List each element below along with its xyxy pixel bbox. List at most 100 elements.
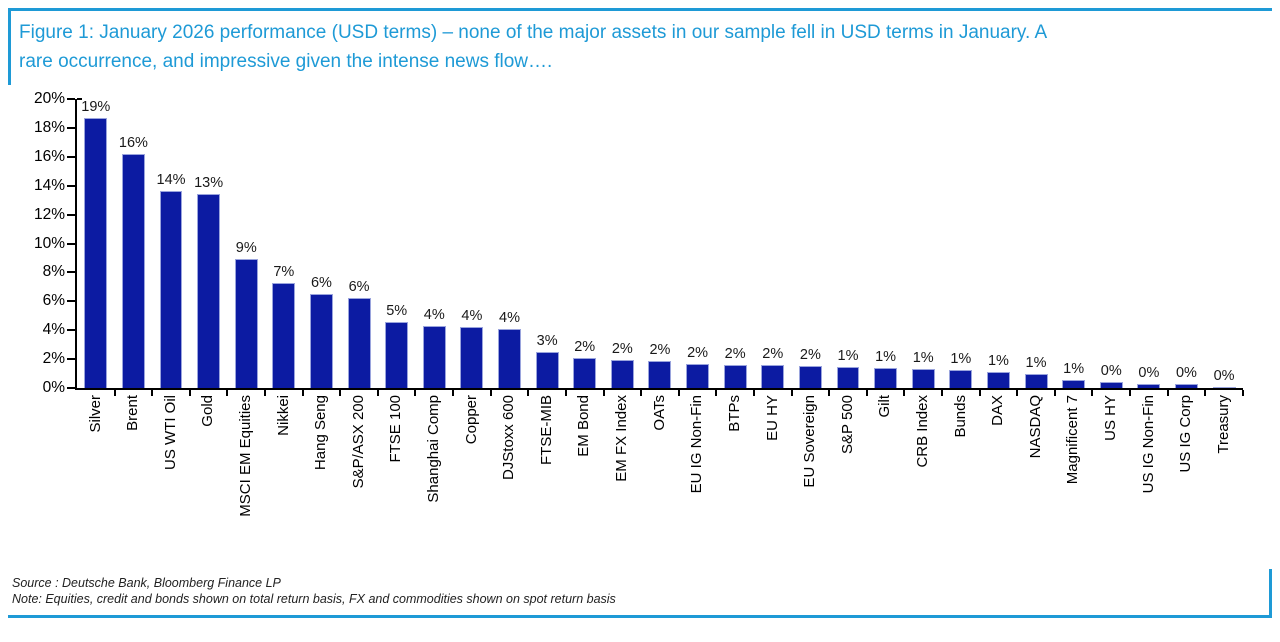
bar-value-label: 0% bbox=[1138, 364, 1160, 381]
bar-value-label: 1% bbox=[1063, 361, 1085, 378]
category-label-cell: EM FX Index bbox=[604, 395, 642, 563]
bar-slot: 2% bbox=[716, 99, 755, 396]
bar-value-label: 2% bbox=[611, 340, 633, 357]
x-axis-tick bbox=[188, 390, 191, 396]
bar-slot: 6% bbox=[303, 99, 342, 396]
bar bbox=[573, 357, 597, 388]
x-axis-tick bbox=[677, 390, 680, 396]
bar-value-label: 6% bbox=[348, 279, 370, 296]
category-label-cell: FTSE-MIB bbox=[528, 395, 566, 563]
category-label: Nikkei bbox=[274, 395, 292, 436]
note-text: Note: Equities, credit and bonds shown o… bbox=[12, 592, 616, 606]
bar-value-label: 6% bbox=[310, 275, 332, 292]
category-label-cell: DAX bbox=[980, 395, 1018, 563]
category-label: EM FX Index bbox=[613, 395, 631, 482]
category-label-cell: Brent bbox=[115, 395, 153, 563]
y-axis-label: 2% bbox=[42, 350, 65, 368]
bar-value-label: 4% bbox=[499, 309, 520, 326]
x-axis-tick bbox=[1204, 390, 1207, 396]
bar-slot: 2% bbox=[679, 99, 718, 396]
x-axis-labels: Silver Brent US WTI Oil Gold MSCI EM Equitie… bbox=[75, 395, 1243, 563]
bar-slot: 1% bbox=[867, 99, 906, 396]
category-label: Brent bbox=[124, 395, 142, 431]
y-axis-tick bbox=[67, 387, 75, 389]
bar-slot: 7% bbox=[265, 99, 304, 396]
y-axis-tick bbox=[67, 155, 75, 158]
bar-slot: 1% bbox=[980, 99, 1019, 396]
category-label: FTSE-MIB bbox=[537, 395, 555, 465]
category-label: S&P 500 bbox=[838, 395, 856, 454]
x-axis-tick bbox=[414, 390, 417, 396]
figure-title-block: Figure 1: January 2026 performance (USD … bbox=[8, 11, 1272, 85]
bar bbox=[347, 298, 371, 388]
bar bbox=[610, 359, 634, 388]
bar bbox=[234, 259, 258, 388]
category-label-cell: MSCI EM Equities bbox=[227, 395, 265, 563]
y-axis-tick bbox=[67, 300, 75, 303]
category-label-cell: US IG Corp bbox=[1168, 395, 1206, 563]
y-axis-tick bbox=[67, 271, 75, 274]
bar bbox=[159, 191, 183, 388]
bar bbox=[309, 294, 333, 388]
bar-value-label: 1% bbox=[1025, 354, 1047, 371]
bar-value-label: 2% bbox=[649, 341, 671, 358]
bar-slot: 4% bbox=[415, 99, 455, 396]
bar-slot: 5% bbox=[378, 99, 417, 396]
bar-slot: 1% bbox=[829, 99, 868, 396]
category-label: EU IG Non-Fin bbox=[688, 395, 706, 494]
bar-value-label: 4% bbox=[423, 306, 445, 323]
category-label: Gilt bbox=[876, 395, 894, 418]
category-label: DAX bbox=[989, 395, 1007, 426]
category-label: EU Sovereign bbox=[801, 395, 819, 488]
bar-slot: 0% bbox=[1205, 99, 1244, 396]
x-axis-tick bbox=[865, 390, 868, 396]
y-axis-tick bbox=[67, 329, 75, 332]
bar-value-label: 1% bbox=[875, 348, 897, 365]
bottom-rule bbox=[8, 615, 1272, 618]
x-axis-tick bbox=[903, 390, 906, 396]
bar-value-label: 7% bbox=[273, 264, 295, 281]
bar-slot: 0% bbox=[1092, 99, 1132, 396]
x-axis-tick bbox=[376, 390, 379, 396]
bar-slot: 2% bbox=[754, 99, 793, 396]
bar bbox=[986, 372, 1010, 388]
bar bbox=[460, 327, 484, 388]
x-axis-tick bbox=[828, 390, 831, 396]
figure-title-line-2: rare occurrence, and impressive given th… bbox=[19, 51, 553, 72]
category-label-cell: US WTI Oil bbox=[152, 395, 190, 563]
x-axis-tick bbox=[640, 390, 643, 396]
bar-slot: 0% bbox=[1168, 99, 1207, 396]
x-axis-tick bbox=[151, 390, 154, 396]
bar bbox=[874, 367, 898, 388]
bar-slot: 1% bbox=[1055, 99, 1094, 396]
bar bbox=[1137, 383, 1161, 388]
y-axis-tick bbox=[67, 184, 75, 187]
bar bbox=[1212, 387, 1236, 388]
category-label: Shanghai Comp bbox=[425, 395, 443, 503]
bar-slot: 2% bbox=[641, 99, 680, 396]
y-axis-label: 4% bbox=[42, 321, 65, 339]
bar-slot: 1% bbox=[904, 99, 944, 396]
bar-value-label: 13% bbox=[194, 175, 224, 192]
x-axis-tick bbox=[564, 390, 567, 396]
bar-value-label: 4% bbox=[461, 308, 483, 325]
category-label: US IG Corp bbox=[1177, 395, 1195, 473]
bar-value-label: 14% bbox=[156, 172, 186, 189]
bar-slot: 4% bbox=[491, 99, 530, 396]
category-label-cell: US HY bbox=[1092, 395, 1130, 563]
y-axis-label: 0% bbox=[42, 379, 65, 396]
x-axis-tick bbox=[1016, 390, 1019, 396]
category-label: US IG Non-Fin bbox=[1139, 395, 1157, 494]
top-rule bbox=[8, 8, 1272, 11]
category-label-cell: Treasury bbox=[1205, 395, 1243, 563]
bar bbox=[84, 118, 108, 388]
x-axis-tick bbox=[1053, 390, 1056, 396]
bar-slot: 1% bbox=[1017, 99, 1056, 396]
category-label: Gold bbox=[199, 395, 217, 427]
bar bbox=[1175, 383, 1198, 388]
figure-title-line-1: Figure 1: January 2026 performance (USD … bbox=[19, 22, 1048, 43]
bar-slot: 3% bbox=[528, 99, 567, 396]
bar bbox=[197, 194, 221, 388]
category-label: US WTI Oil bbox=[161, 395, 179, 470]
category-label-cell: Gilt bbox=[867, 395, 905, 563]
